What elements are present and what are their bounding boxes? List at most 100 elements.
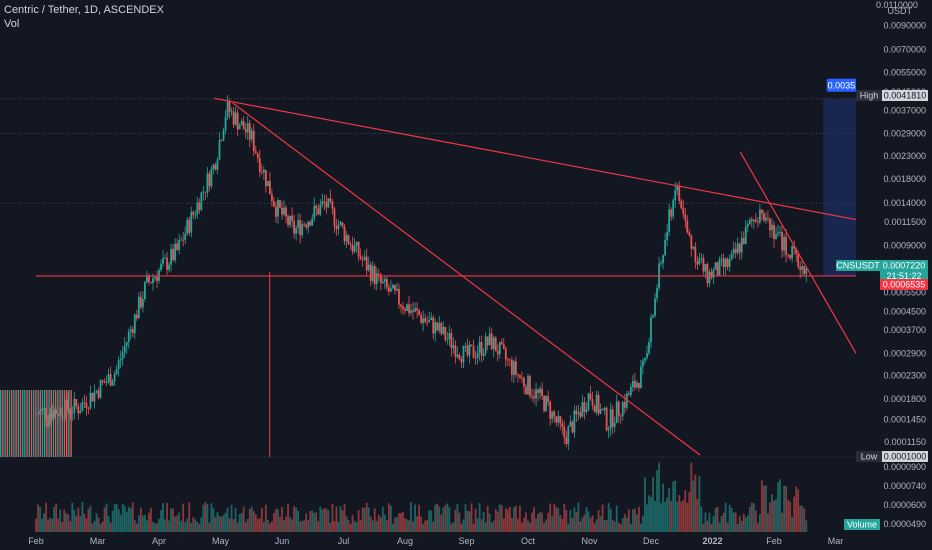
volume-bar [381,506,384,532]
candle-body [775,234,777,240]
volume-bar [488,513,491,532]
candle-body [168,264,170,270]
volume-bar [192,517,195,532]
candle-body [678,185,681,201]
volume-bar [640,523,642,532]
volume-bar [785,485,787,532]
y-tick-label: 0.0011500 [884,217,926,227]
candle-body [194,214,197,216]
y-tick-label: 0.0090000 [883,21,926,31]
volume-bar [692,480,695,532]
candle-body [381,281,384,284]
candle-body [587,393,590,410]
volume-bar [678,495,681,532]
y-tick-label: 0.0037000 [883,105,926,115]
volume-bar [150,507,152,532]
low-value: 0.0001000 [884,452,927,462]
candle-body [254,151,257,154]
volume-bar [111,510,114,532]
candle-body [510,359,513,375]
volume-bar [696,499,699,532]
candle-body [387,287,390,292]
volume-bar [377,514,380,532]
candle-body [260,171,263,173]
candle-body [172,248,175,261]
volume-bar [623,514,626,532]
candle-body [478,341,481,353]
candle-body [333,208,336,227]
candle-body [202,191,205,193]
volume-bar [141,515,144,532]
trendline[interactable] [232,102,701,456]
candle-body [385,279,388,288]
volume-bar [303,520,306,532]
candle-body [146,275,148,283]
volume-bar [216,512,219,532]
volume-bar [581,517,584,532]
candle-body [351,244,354,252]
volume-bar [763,485,765,532]
volume-tag-label: Volume [847,520,877,530]
candle-body [121,352,124,359]
candle-body [170,248,172,265]
volume-bar [331,503,334,532]
volume-indicator-label[interactable]: Vol [4,18,20,30]
volume-bar [583,514,586,532]
candle-body [359,256,362,259]
volume-bar [256,518,259,532]
candle-body [373,266,376,285]
volume-bar [133,520,136,532]
volume-bar [287,503,289,532]
volume-bar [803,508,806,532]
volume-bar [186,518,189,532]
candle-body [232,111,235,125]
candle-body [543,395,546,412]
volume-bar [349,523,352,532]
candle-body [117,360,120,369]
currency-label: USDT [888,6,913,16]
candle-body [438,323,441,331]
candle-body [710,271,713,278]
candle-body [752,219,755,222]
candle-body [460,359,463,363]
candle-body [742,238,745,245]
candle-body [652,315,654,318]
candle-body [603,407,606,411]
candle-body [470,344,473,347]
volume-bar [73,509,76,532]
volume-bar [121,503,124,532]
trendline[interactable] [214,97,857,221]
volume-bar [87,508,90,532]
candle-body [341,222,344,227]
candle-body [629,386,632,396]
candle-body [133,314,136,334]
time-axis[interactable]: Feb Mar Apr May Jun Jul Aug Sep Oct Nov Dec 2022 Feb… [28,536,843,546]
candle-body [674,190,677,201]
volume-bar [676,501,679,532]
candle-body [188,219,191,233]
volume-bar [603,519,606,532]
volume-bar [740,520,743,532]
candle-body [79,410,82,414]
volume-bar [480,519,483,532]
candle-body [178,239,181,250]
volume-bar [500,505,503,532]
candle-body [283,207,285,215]
candle-body [406,304,408,311]
volume-bar [143,514,146,532]
candle-body [748,219,751,225]
candle-body [642,360,644,367]
volume-bar [529,522,531,532]
candle-body [462,345,465,363]
candle-body [539,388,541,393]
early-candle [41,390,44,457]
volume-bar [627,509,630,532]
trendline[interactable] [739,151,857,354]
candle-body [623,402,626,408]
trendlines[interactable] [36,97,857,457]
candle-body [567,426,570,444]
candle-body [547,396,550,402]
candle-body [795,248,798,254]
candle-body [765,217,767,221]
